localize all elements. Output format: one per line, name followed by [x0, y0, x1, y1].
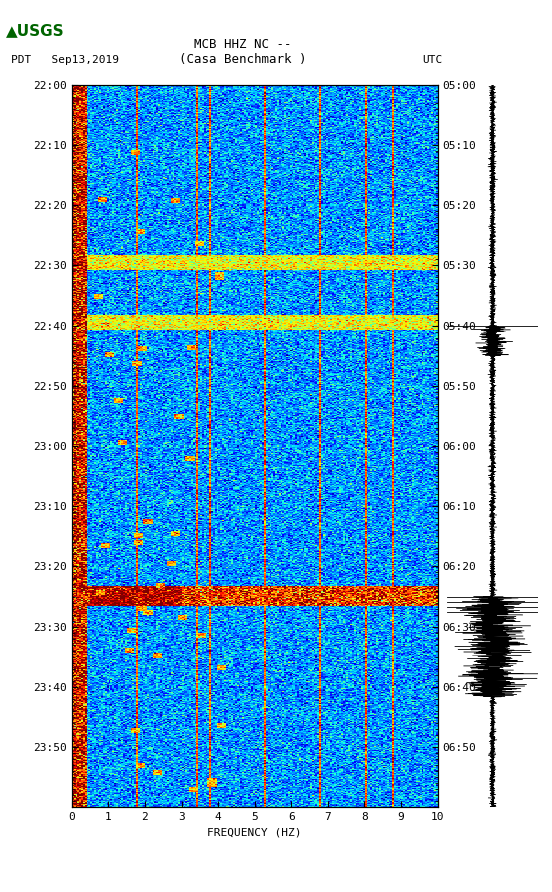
Text: PDT   Sep13,2019: PDT Sep13,2019 — [11, 54, 119, 65]
Text: MCB HHZ NC --: MCB HHZ NC -- — [194, 38, 291, 51]
X-axis label: FREQUENCY (HZ): FREQUENCY (HZ) — [208, 828, 302, 838]
Text: (Casa Benchmark ): (Casa Benchmark ) — [179, 54, 306, 66]
Text: ▲USGS: ▲USGS — [6, 23, 64, 37]
Text: UTC: UTC — [422, 54, 443, 65]
